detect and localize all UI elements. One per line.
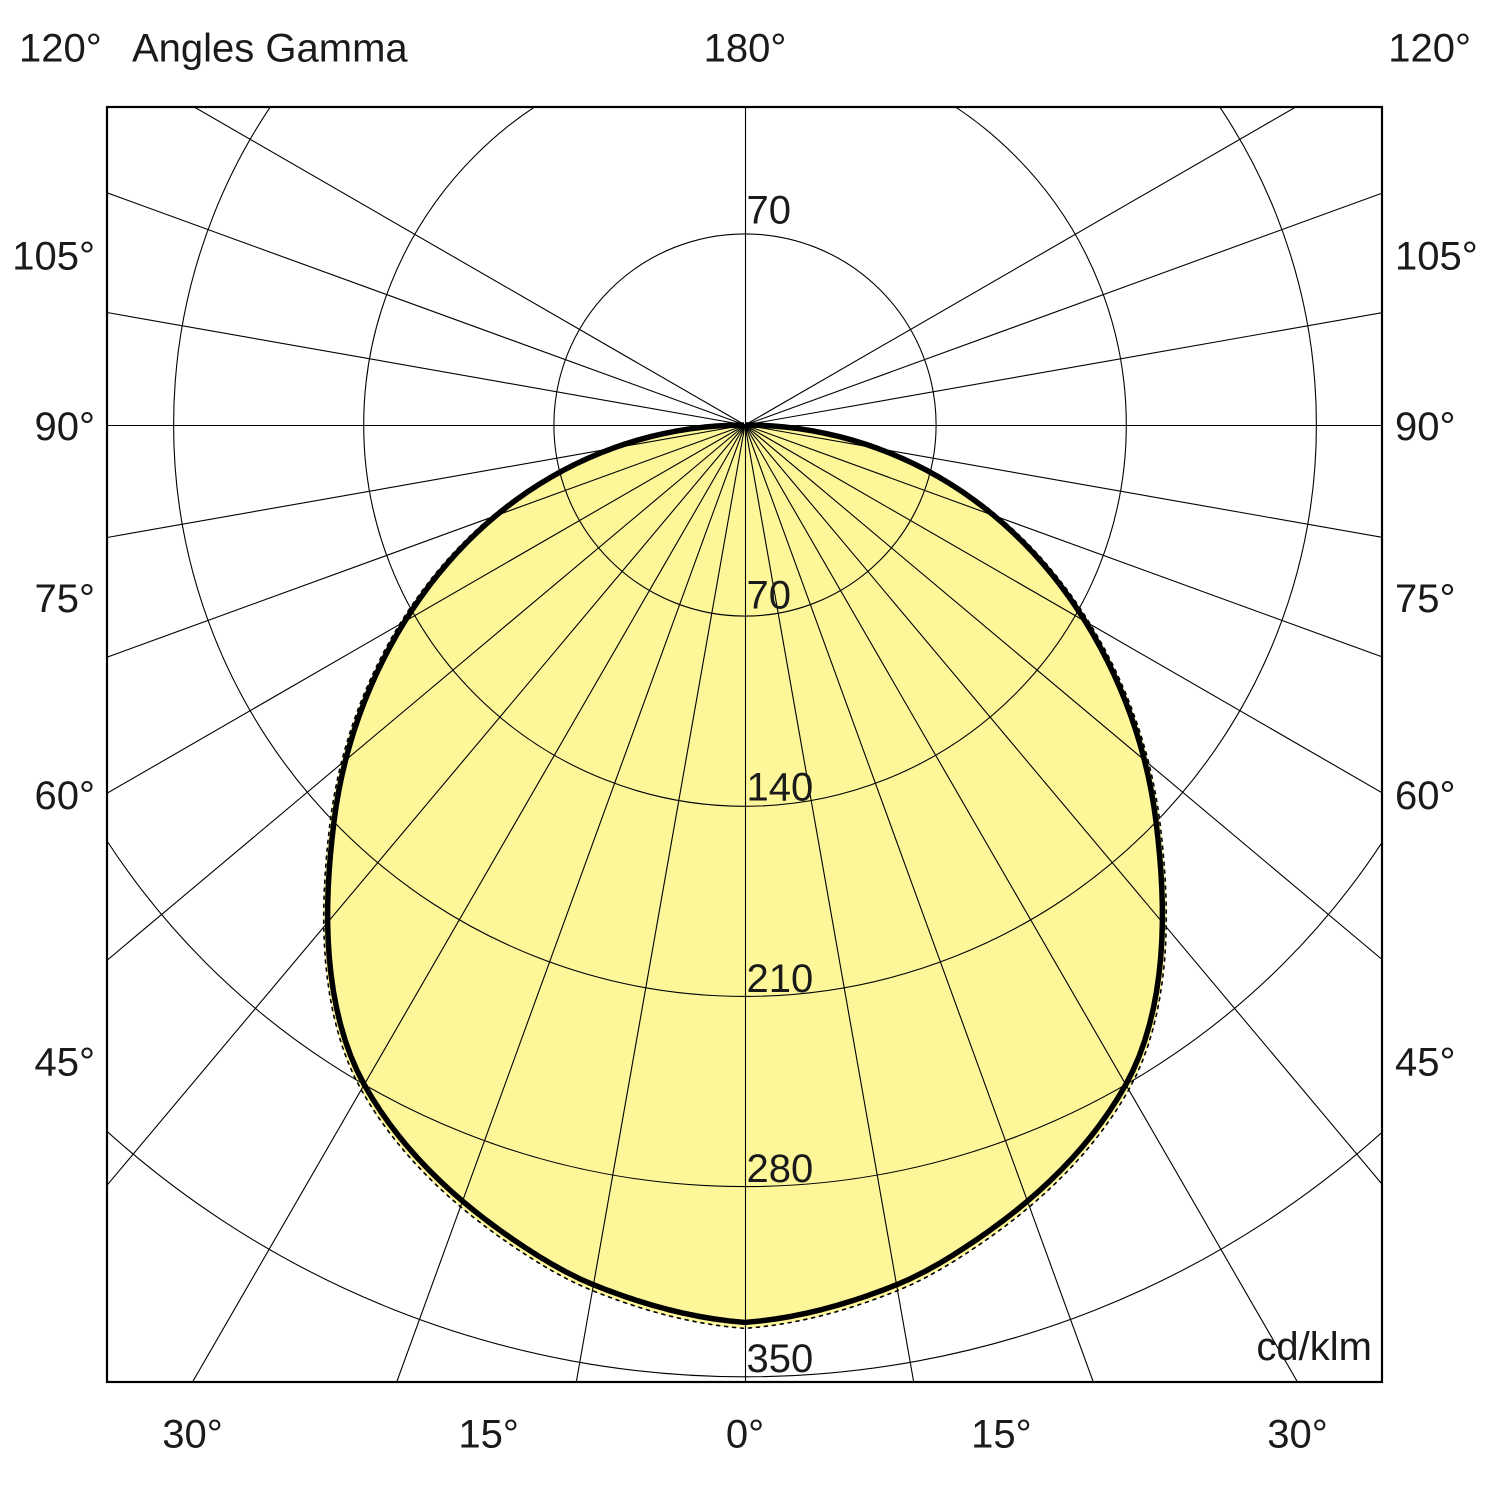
svg-text:60°: 60° (35, 774, 96, 818)
svg-text:Angles Gamma: Angles Gamma (132, 27, 408, 71)
svg-text:cd/klm: cd/klm (1256, 1325, 1372, 1369)
svg-text:15°: 15° (458, 1412, 519, 1456)
svg-text:90°: 90° (35, 405, 96, 449)
svg-text:0°: 0° (726, 1412, 764, 1456)
svg-text:70: 70 (747, 573, 792, 617)
svg-text:30°: 30° (162, 1412, 223, 1456)
svg-text:350: 350 (747, 1337, 814, 1381)
svg-text:105°: 105° (1395, 234, 1478, 278)
svg-text:75°: 75° (1395, 577, 1456, 621)
svg-text:30°: 30° (1267, 1412, 1328, 1456)
svg-text:45°: 45° (35, 1041, 96, 1085)
svg-text:120°: 120° (19, 27, 102, 71)
svg-text:70: 70 (747, 188, 792, 232)
svg-text:90°: 90° (1395, 405, 1456, 449)
svg-text:210: 210 (747, 957, 814, 1001)
svg-text:15°: 15° (971, 1412, 1032, 1456)
svg-text:140: 140 (747, 765, 814, 809)
svg-text:45°: 45° (1395, 1041, 1456, 1085)
svg-text:180°: 180° (704, 27, 787, 71)
svg-text:75°: 75° (35, 577, 96, 621)
svg-text:280: 280 (747, 1147, 814, 1191)
svg-text:120°: 120° (1388, 27, 1471, 71)
svg-text:60°: 60° (1395, 774, 1456, 818)
svg-text:105°: 105° (12, 234, 95, 278)
